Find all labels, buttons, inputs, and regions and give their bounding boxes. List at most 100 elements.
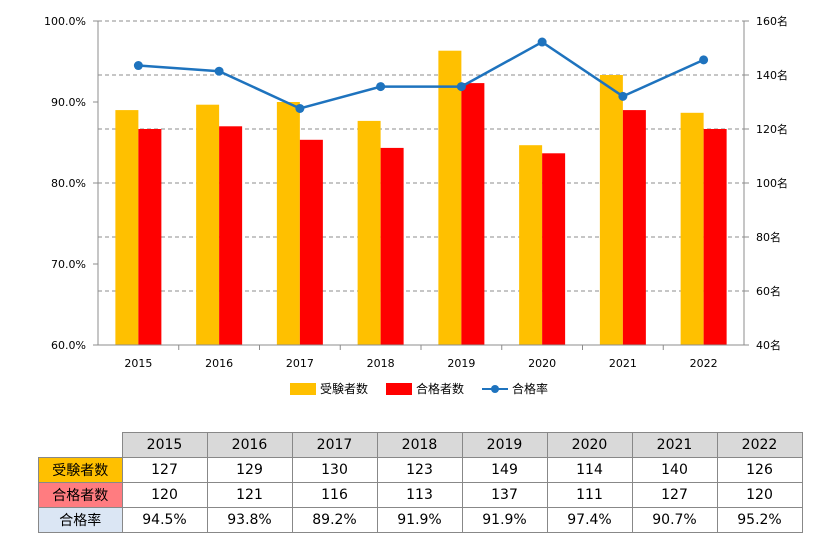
table-cell: 116 xyxy=(291,482,378,508)
rate-point xyxy=(618,91,628,101)
bar-pass xyxy=(542,153,566,345)
left-tick-label: 90.0% xyxy=(51,96,86,109)
table-cell: 89.2% xyxy=(291,507,378,533)
x-tick-label: 2015 xyxy=(124,357,152,370)
table-cell: 127 xyxy=(121,457,208,483)
combo-chart: 60.0% 70.0% 80.0% 90.0% 100.0% 40名 60名 80名 100名… xyxy=(44,14,788,370)
table-cell: 120 xyxy=(716,482,803,508)
left-tick-label: 60.0% xyxy=(51,339,86,352)
bar-exam xyxy=(196,104,220,345)
rate-point xyxy=(214,66,224,76)
data-table: 2015 2016 2017 2018 2019 2020 2021 2022 … xyxy=(38,432,803,533)
table-cell: 111 xyxy=(546,482,633,508)
table-year-header: 2021 xyxy=(631,432,718,458)
table-year-header: 2017 xyxy=(291,432,378,458)
bar-pass xyxy=(461,83,485,345)
rate-point xyxy=(376,82,386,92)
table-year-header: 2016 xyxy=(206,432,293,458)
table-cell: 126 xyxy=(716,457,803,483)
right-tick-label: 80名 xyxy=(756,230,781,244)
table-cell: 97.4% xyxy=(546,507,633,533)
legend-item-rate: 合格率 xyxy=(482,380,548,397)
x-tick-label: 2021 xyxy=(609,357,637,370)
x-tick-label: 2019 xyxy=(447,357,475,370)
table-cell: 113 xyxy=(376,482,463,508)
left-tick-label: 100.0% xyxy=(44,15,86,28)
table-row-rate: 合格率 94.5% 93.8% 89.2% 91.9% 91.9% 97.4% … xyxy=(38,507,803,533)
table-cell: 93.8% xyxy=(206,507,293,533)
legend-label-pass: 合格者数 xyxy=(416,382,465,396)
table-cell: 140 xyxy=(631,457,718,483)
table-cell: 127 xyxy=(631,482,718,508)
table-header-row: 2015 2016 2017 2018 2019 2020 2021 2022 xyxy=(38,432,803,458)
legend-item-pass: 合格者数 xyxy=(386,380,464,397)
bar-pass xyxy=(138,129,162,345)
x-tick-label: 2017 xyxy=(286,357,314,370)
table-row-pass: 合格者数 120 121 116 113 137 111 127 120 xyxy=(38,482,803,508)
right-tick-label: 60名 xyxy=(756,284,781,298)
right-tick-label: 120名 xyxy=(756,122,788,136)
table-cell: 91.9% xyxy=(376,507,463,533)
table-row-exam: 受験者数 127 129 130 123 149 114 140 126 xyxy=(38,457,803,483)
table-year-header: 2022 xyxy=(716,432,803,458)
table-year-header: 2020 xyxy=(546,432,633,458)
legend-swatch-exam xyxy=(290,382,316,395)
rate-point xyxy=(456,82,466,92)
bar-exam xyxy=(115,110,139,345)
right-tick-label: 160名 xyxy=(756,14,788,28)
rate-line xyxy=(133,37,709,113)
bar-exam xyxy=(519,145,543,345)
table-row-label: 合格率 xyxy=(38,507,123,533)
x-tick-label: 2018 xyxy=(367,357,395,370)
bar-exam xyxy=(438,50,462,345)
bar-exam xyxy=(680,112,704,345)
table-cell: 120 xyxy=(121,482,208,508)
table-cell: 90.7% xyxy=(631,507,718,533)
table-row-label: 合格者数 xyxy=(38,482,123,508)
table-cell: 137 xyxy=(461,482,548,508)
legend-label-exam: 受験者数 xyxy=(320,382,369,396)
table-cell: 91.9% xyxy=(461,507,548,533)
bar-exam xyxy=(357,120,381,346)
table-cell: 121 xyxy=(206,482,293,508)
table-corner xyxy=(38,432,123,458)
grid-lines xyxy=(98,20,744,292)
left-tick-label: 80.0% xyxy=(51,177,86,190)
bar-pass xyxy=(219,126,243,345)
table-row-label: 受験者数 xyxy=(38,457,123,483)
legend-label-rate: 合格率 xyxy=(512,382,549,396)
table-cell: 129 xyxy=(206,457,293,483)
legend-swatch-pass xyxy=(386,382,413,395)
bar-exam xyxy=(276,102,300,345)
left-tick-label: 70.0% xyxy=(51,258,86,271)
rate-point xyxy=(133,61,143,71)
table-cell: 130 xyxy=(291,457,378,483)
x-tick-label: 2020 xyxy=(528,357,556,370)
bar-pass xyxy=(622,110,646,345)
legend-swatch-rate xyxy=(482,383,509,395)
table-year-header: 2015 xyxy=(121,432,208,458)
bar-pass xyxy=(703,129,727,345)
x-tick-label: 2022 xyxy=(690,357,718,370)
rate-point xyxy=(699,55,709,65)
legend: 受験者数 合格者数 合格率 xyxy=(290,380,548,397)
x-tick-label: 2016 xyxy=(205,357,233,370)
table-year-header: 2018 xyxy=(376,432,463,458)
right-tick-label: 140名 xyxy=(756,68,788,82)
table-cell: 149 xyxy=(461,457,548,483)
rate-point xyxy=(295,103,305,113)
right-axis: 40名 60名 80名 100名 120名 140名 160名 xyxy=(743,14,788,352)
table-year-header: 2019 xyxy=(461,432,548,458)
bar-exam xyxy=(599,75,623,345)
table-cell: 95.2% xyxy=(716,507,803,533)
table-cell: 114 xyxy=(546,457,633,483)
right-tick-label: 100名 xyxy=(756,176,788,190)
left-axis: 60.0% 70.0% 80.0% 90.0% 100.0% xyxy=(44,15,99,352)
rate-line-path xyxy=(138,40,705,110)
x-axis: 2015 2016 2017 2018 2019 2020 2021 2022 xyxy=(98,344,744,370)
bar-pass xyxy=(299,139,323,345)
table-cell: 94.5% xyxy=(121,507,208,533)
table-cell: 123 xyxy=(376,457,463,483)
bars xyxy=(115,50,727,346)
right-tick-label: 40名 xyxy=(756,338,781,352)
